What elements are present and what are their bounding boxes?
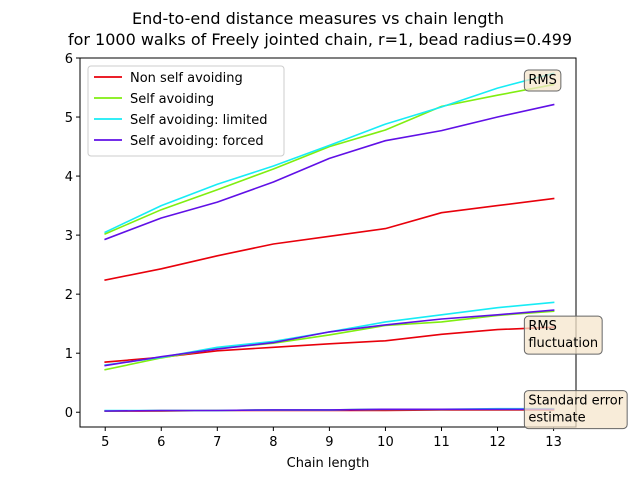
y-tick-label: 3 xyxy=(65,229,73,244)
series-line-rms-1 xyxy=(104,83,555,235)
series-line-rms-0 xyxy=(104,197,555,281)
y-tick-label: 4 xyxy=(65,170,73,185)
legend-label-2: Self avoiding: limited xyxy=(130,113,268,128)
legend-label-1: Self avoiding xyxy=(130,92,214,107)
annotation-0: RMS xyxy=(523,69,562,92)
annotation-text: fluctuation xyxy=(528,336,598,351)
annotation-text: Standard error xyxy=(528,394,623,409)
series-layer xyxy=(104,72,555,412)
x-tick-label: 6 xyxy=(157,435,165,450)
x-tick-label: 7 xyxy=(213,435,221,450)
x-tick-label: 5 xyxy=(101,435,109,450)
annotation-box xyxy=(523,69,562,92)
chart-subtitle: for 1000 walks of Freely jointed chain, … xyxy=(68,30,572,49)
series-line-rms-3 xyxy=(104,103,555,241)
annotation-box xyxy=(523,315,603,355)
y-tick-label: 0 xyxy=(65,406,73,421)
x-tick-label: 12 xyxy=(489,435,506,450)
legend: Non self avoiding Self avoiding Self avoid… xyxy=(87,65,285,157)
y-tick-label: 5 xyxy=(65,111,73,126)
x-tick-label: 8 xyxy=(269,435,277,450)
series-line-standard-error-3 xyxy=(104,408,555,412)
series-line-rms-fluctuation-3 xyxy=(104,309,555,367)
series-line-rms-2 xyxy=(104,72,555,234)
legend-box xyxy=(87,65,285,157)
annotation-2: Standard error estimate xyxy=(523,390,628,430)
annotation-box xyxy=(523,390,628,430)
x-tick-label: 13 xyxy=(545,435,562,450)
annotation-layer: RMS RMS fluctuation Standard error estimate xyxy=(523,69,628,430)
x-axis-label: Chain length xyxy=(287,456,370,471)
y-tick-label: 6 xyxy=(65,52,73,67)
annotation-text: RMS xyxy=(528,319,557,334)
legend-label-3: Self avoiding: forced xyxy=(130,134,264,149)
chart-title: End-to-end distance measures vs chain le… xyxy=(132,9,504,28)
x-tick-label: 9 xyxy=(325,435,333,450)
x-tick-label: 10 xyxy=(377,435,394,450)
legend-label-0: Non self avoiding xyxy=(130,71,243,86)
annotation-text: estimate xyxy=(528,411,585,426)
y-tick-label: 2 xyxy=(65,288,73,303)
annotation-text: RMS xyxy=(528,73,557,88)
axes-frame xyxy=(79,57,577,428)
x-tick-label: 11 xyxy=(433,435,450,450)
annotation-1: RMS fluctuation xyxy=(523,315,603,355)
y-tick-label: 1 xyxy=(65,347,73,362)
